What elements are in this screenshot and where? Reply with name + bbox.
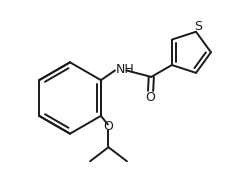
Text: O: O	[145, 91, 155, 104]
Text: O: O	[104, 120, 113, 133]
Text: S: S	[194, 20, 202, 33]
Text: NH: NH	[116, 64, 135, 76]
